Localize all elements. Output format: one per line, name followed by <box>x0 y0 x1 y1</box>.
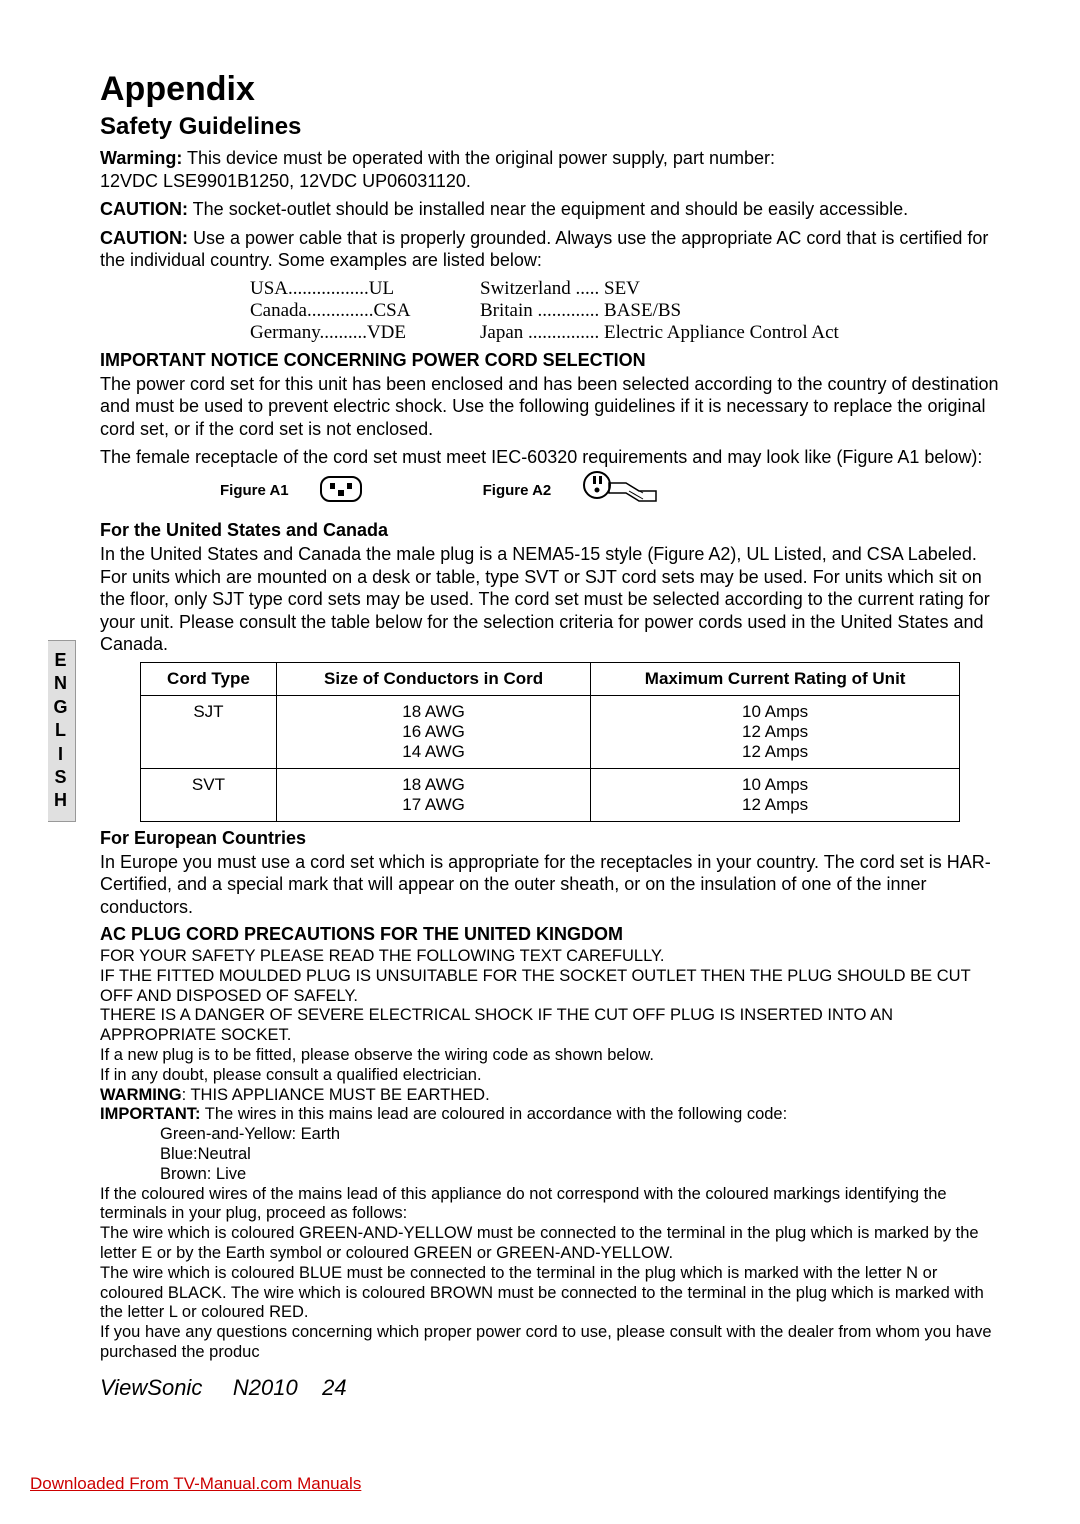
td-sizes: 18 AWG 16 AWG 14 AWG <box>276 695 590 768</box>
cert-item: USA.................UL <box>250 278 480 300</box>
th-cordtype: Cord Type <box>141 662 277 695</box>
uk-p2: The wire which is coloured GREEN-AND-YEL… <box>100 1224 1000 1264</box>
table-row: SJT 18 AWG 16 AWG 14 AWG 10 Amps 12 Amps… <box>141 695 960 768</box>
table-header-row: Cord Type Size of Conductors in Cord Max… <box>141 662 960 695</box>
uk-l3: THERE IS A DANGER OF SEVERE ELECTRICAL S… <box>100 1006 1000 1046</box>
figure-a1-label: Figure A1 <box>220 482 289 501</box>
caution1-paragraph: CAUTION: The socket-outlet should be ins… <box>100 198 1000 221</box>
wire-color: Green-and-Yellow: Earth <box>160 1125 1000 1145</box>
certification-list: USA.................UL Canada...........… <box>250 278 1000 344</box>
eu-paragraph: In Europe you must use a cord set which … <box>100 851 1000 919</box>
td-type: SJT <box>141 695 277 768</box>
cert-item: Germany..........VDE <box>250 322 480 344</box>
tab-letter: G <box>48 696 75 719</box>
figure-row: Figure A1 Figure A2 <box>220 469 661 515</box>
language-tab: E N G L I S H <box>48 640 76 822</box>
uk-l4: If a new plug is to be fitted, please ob… <box>100 1046 1000 1066</box>
notice-p2: The female receptacle of the cord set mu… <box>100 446 1000 514</box>
download-link[interactable]: Downloaded From TV-Manual.com Manuals <box>30 1474 361 1494</box>
uk-important: IMPORTANT: The wires in this mains lead … <box>100 1105 1000 1125</box>
page-content: Appendix Safety Guidelines Warming: This… <box>0 0 1080 1421</box>
td-sizes: 18 AWG 17 AWG <box>276 768 590 821</box>
notice-p1: The power cord set for this unit has bee… <box>100 373 1000 441</box>
cert-item: Britain ............. BASE/BS <box>480 300 839 322</box>
footer: ViewSonic N2010 24 <box>100 1375 1000 1401</box>
safety-subtitle: Safety Guidelines <box>100 113 1000 141</box>
receptacle-icon <box>319 475 363 509</box>
uk-warming: WARMING: THIS APPLIANCE MUST BE EARTHED. <box>100 1086 1000 1106</box>
tab-letter: S <box>48 766 75 789</box>
th-size: Size of Conductors in Cord <box>276 662 590 695</box>
uk-l5: If in any doubt, please consult a qualif… <box>100 1066 1000 1086</box>
table-row: SVT 18 AWG 17 AWG 10 Amps 12 Amps <box>141 768 960 821</box>
caution1-label: CAUTION: <box>100 199 188 219</box>
tab-letter: H <box>48 789 75 812</box>
cert-item: Canada..............CSA <box>250 300 480 322</box>
uk-l1: FOR YOUR SAFETY PLEASE READ THE FOLLOWIN… <box>100 947 1000 967</box>
caution1-text: The socket-outlet should be installed ne… <box>188 199 908 219</box>
warming-label: Warming: <box>100 148 182 168</box>
plug-icon <box>581 469 661 515</box>
wire-color: Brown: Live <box>160 1165 1000 1185</box>
cert-col2: Switzerland ..... SEV Britain ..........… <box>480 278 839 344</box>
figure-a2-label: Figure A2 <box>483 482 552 501</box>
cert-item: Switzerland ..... SEV <box>480 278 839 300</box>
td-ratings: 10 Amps 12 Amps 12 Amps <box>591 695 960 768</box>
warming-line2: 12VDC LSE9901B1250, 12VDC UP06031120. <box>100 171 471 191</box>
caution2-paragraph: CAUTION: Use a power cable that is prope… <box>100 227 1000 272</box>
appendix-title: Appendix <box>100 70 1000 109</box>
tab-letter: L <box>48 719 75 742</box>
uk-p1: If the coloured wires of the mains lead … <box>100 1185 1000 1225</box>
tab-letter: E <box>48 649 75 672</box>
eu-heading: For European Countries <box>100 828 1000 849</box>
wire-colors: Green-and-Yellow: Earth Blue:Neutral Bro… <box>160 1125 1000 1184</box>
us-paragraph: In the United States and Canada the male… <box>100 543 1000 656</box>
uk-p4: If you have any questions concerning whi… <box>100 1323 1000 1363</box>
cert-item: Japan ............... Electric Appliance… <box>480 322 839 344</box>
uk-p3: The wire which is coloured BLUE must be … <box>100 1264 1000 1323</box>
tab-letter: N <box>48 672 75 695</box>
wire-color: Blue:Neutral <box>160 1145 1000 1165</box>
cord-table: Cord Type Size of Conductors in Cord Max… <box>140 662 960 822</box>
cert-col1: USA.................UL Canada...........… <box>250 278 480 344</box>
uk-heading: AC PLUG CORD PRECAUTIONS FOR THE UNITED … <box>100 924 1000 945</box>
notice-heading: IMPORTANT NOTICE CONCERNING POWER CORD S… <box>100 350 1000 371</box>
caution2-label: CAUTION: <box>100 228 188 248</box>
warming-paragraph: Warming: This device must be operated wi… <box>100 147 1000 192</box>
us-heading: For the United States and Canada <box>100 520 1000 541</box>
tab-letter: I <box>48 743 75 766</box>
td-type: SVT <box>141 768 277 821</box>
uk-l2: IF THE FITTED MOULDED PLUG IS UNSUITABLE… <box>100 967 1000 1007</box>
td-ratings: 10 Amps 12 Amps <box>591 768 960 821</box>
th-rating: Maximum Current Rating of Unit <box>591 662 960 695</box>
warming-text: This device must be operated with the or… <box>182 148 775 168</box>
caution2-text: Use a power cable that is properly groun… <box>100 228 988 271</box>
